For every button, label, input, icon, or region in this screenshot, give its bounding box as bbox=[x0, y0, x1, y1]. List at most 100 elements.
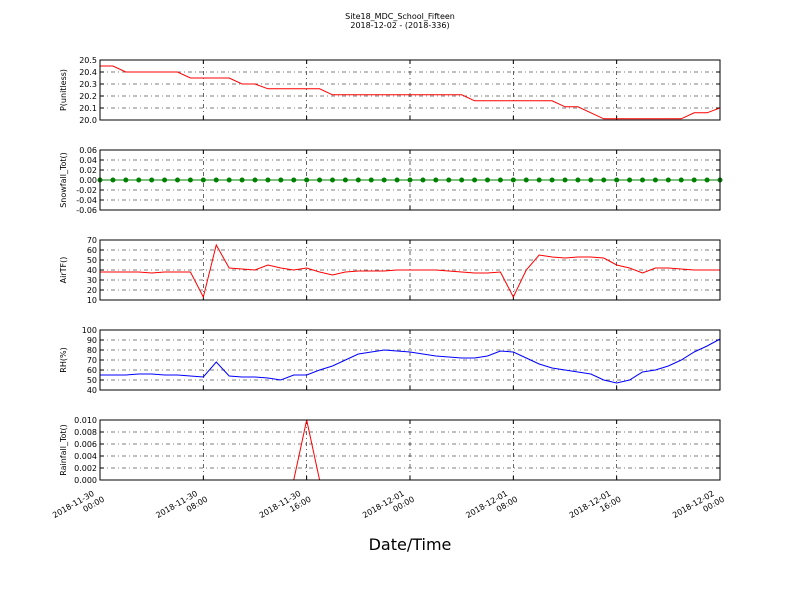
data-point bbox=[330, 177, 335, 183]
data-line bbox=[100, 243, 720, 299]
data-point bbox=[239, 177, 245, 183]
data-point bbox=[472, 177, 478, 183]
data-point bbox=[368, 177, 374, 183]
y-axis-label: Snowfall_Tot() bbox=[59, 152, 68, 208]
y-tick-label: 40 bbox=[87, 386, 97, 395]
y-tick-label: 80 bbox=[87, 346, 97, 355]
data-point bbox=[575, 177, 581, 183]
y-tick-label: 60 bbox=[87, 246, 97, 255]
y-tick-label: 50 bbox=[87, 256, 97, 265]
data-line bbox=[100, 338, 720, 384]
plot-frame bbox=[99, 419, 721, 481]
y-tick-label: 0.006 bbox=[74, 440, 97, 449]
data-point bbox=[187, 177, 193, 183]
y-tick-label: 10 bbox=[87, 296, 97, 305]
data-point bbox=[342, 177, 348, 183]
y-tick-label: 0.002 bbox=[74, 464, 97, 473]
data-point bbox=[601, 177, 607, 183]
plot-frame bbox=[99, 149, 721, 211]
panel: 20.0 20.1 20.2 20.3 20.4 20.5 P(unitless) bbox=[59, 56, 721, 125]
data-point bbox=[562, 177, 568, 183]
data-point bbox=[485, 177, 490, 183]
data-point bbox=[278, 177, 284, 183]
data-point bbox=[110, 177, 116, 183]
y-tick-label: 20.3 bbox=[79, 80, 97, 89]
data-point bbox=[304, 177, 310, 183]
data-point bbox=[162, 177, 168, 183]
y-tick-label: -0.04 bbox=[76, 196, 97, 205]
data-point bbox=[149, 177, 155, 183]
y-tick-label: 20.4 bbox=[79, 68, 97, 77]
y-tick-label: 0.008 bbox=[74, 428, 97, 437]
y-tick-label: 0.004 bbox=[74, 452, 97, 461]
y-axis-label: Rainfall_Tot() bbox=[59, 424, 68, 476]
y-tick-label: 50 bbox=[87, 376, 97, 385]
y-tick-label: 30 bbox=[87, 276, 97, 285]
y-tick-label: 0.04 bbox=[79, 156, 97, 165]
data-point bbox=[640, 177, 645, 183]
data-point bbox=[627, 177, 633, 183]
y-tick-label: 20.2 bbox=[79, 92, 97, 101]
y-tick-label: 0.000 bbox=[74, 476, 97, 485]
data-point bbox=[704, 177, 710, 183]
data-point bbox=[536, 177, 542, 183]
y-axis-label: RH(%) bbox=[59, 347, 68, 372]
data-point bbox=[614, 177, 620, 183]
chart-subtitle: 2018-12-02 - (2018-336) bbox=[350, 21, 449, 30]
data-point bbox=[549, 177, 555, 183]
data-point bbox=[200, 177, 206, 183]
data-point bbox=[407, 177, 413, 183]
data-point bbox=[381, 177, 387, 183]
data-point bbox=[433, 177, 439, 183]
y-tick-label: 0.06 bbox=[79, 146, 97, 155]
plot-frame bbox=[99, 329, 721, 391]
data-point bbox=[652, 177, 658, 183]
data-point bbox=[291, 177, 297, 183]
data-point bbox=[497, 177, 503, 183]
chart-title: Site18_MDC_School_Fifteen bbox=[345, 12, 455, 21]
data-point bbox=[691, 177, 697, 183]
data-point bbox=[588, 177, 594, 183]
y-tick-label: 60 bbox=[87, 366, 97, 375]
plot-frame bbox=[99, 59, 721, 121]
data-point bbox=[213, 177, 219, 183]
y-tick-label: 20.5 bbox=[79, 56, 97, 65]
data-point bbox=[446, 177, 452, 183]
y-tick-label: 70 bbox=[87, 356, 97, 365]
data-point bbox=[394, 177, 400, 183]
data-point bbox=[523, 177, 529, 183]
data-point bbox=[123, 177, 129, 183]
y-tick-label: 20.1 bbox=[79, 104, 97, 113]
y-tick-label: 0.02 bbox=[79, 166, 97, 175]
y-axis-label: P(unitless) bbox=[59, 69, 68, 111]
data-line bbox=[100, 65, 720, 120]
y-tick-label: 20.0 bbox=[79, 116, 97, 125]
data-point bbox=[420, 177, 426, 183]
y-tick-label: 0.00 bbox=[79, 176, 97, 185]
data-point bbox=[510, 177, 516, 183]
data-point bbox=[355, 177, 361, 183]
y-tick-label: 100 bbox=[82, 326, 97, 335]
y-tick-label: -0.06 bbox=[76, 206, 97, 215]
data-point bbox=[678, 177, 684, 183]
y-tick-label: 70 bbox=[87, 236, 97, 245]
data-point bbox=[252, 177, 258, 183]
data-point bbox=[175, 177, 180, 183]
y-tick-label: 0.010 bbox=[74, 416, 97, 425]
y-tick-label: 90 bbox=[87, 336, 97, 345]
data-point bbox=[265, 177, 271, 183]
plot-frame bbox=[99, 239, 721, 301]
data-point bbox=[459, 177, 465, 183]
data-point bbox=[317, 177, 323, 183]
x-axis-label: Date/Time bbox=[369, 535, 452, 554]
data-point bbox=[665, 177, 671, 183]
data-point bbox=[136, 177, 142, 183]
y-tick-label: -0.02 bbox=[76, 186, 97, 195]
panel: -0.06-0.04-0.020.000.020.040.06 Snowfall_… bbox=[59, 146, 723, 215]
y-axis-label: AirTF() bbox=[59, 257, 68, 284]
y-tick-label: 40 bbox=[87, 266, 97, 275]
y-tick-label: 20 bbox=[87, 286, 97, 295]
